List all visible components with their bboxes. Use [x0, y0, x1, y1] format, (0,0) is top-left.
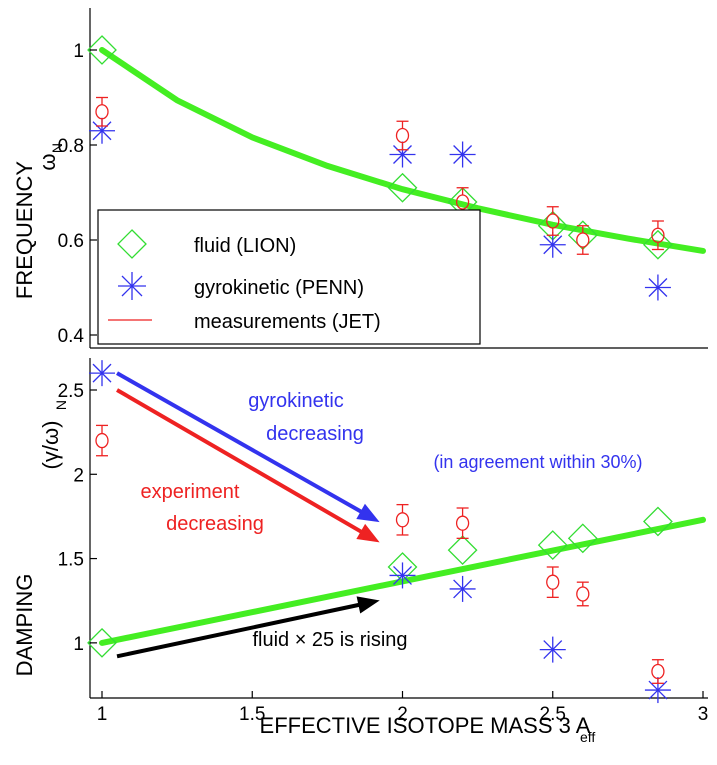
annotation-experiment-line1: experiment	[141, 481, 240, 503]
top-fit-curve	[99, 47, 706, 254]
top-gyrokinetic-point	[449, 141, 476, 168]
bottom-arrows	[116, 371, 380, 659]
bottom-gyrokinetic-point	[389, 562, 416, 589]
xlabel-sub: eff	[580, 729, 595, 745]
bottom-ytick-label: 1.5	[58, 550, 84, 571]
top-fluid-point	[87, 35, 117, 65]
legend-box	[97, 209, 481, 345]
annotation-arrowhead	[356, 523, 380, 543]
bottom-measurement-point	[651, 659, 665, 684]
bottom-x-ticks: 1 1.5 2 2.5 3	[97, 691, 709, 725]
bottom-measurement-point	[95, 424, 109, 457]
bottom-fluid-point	[87, 627, 117, 658]
legend-label-measurements: measurements (JET)	[194, 311, 381, 333]
top-ytick-label: 0.8	[58, 136, 84, 157]
top-ytick-label: 1	[73, 41, 84, 62]
top-measurement-point	[546, 206, 560, 236]
legend-diamond-icon	[117, 229, 147, 259]
bottom-fluid-point	[567, 523, 598, 554]
bottom-measurement-point	[546, 566, 560, 598]
bottom-gyrokinetic-point	[449, 575, 476, 602]
bottom-ylabel-index: N	[53, 400, 69, 410]
bottom-fluid-point	[447, 535, 478, 566]
bottom-measurement-point	[455, 507, 470, 539]
bottom-ylabel-main: DAMPING	[12, 574, 37, 677]
top-gyrokinetic-point	[539, 231, 566, 258]
top-ylabel-main: FREQUENCY	[12, 161, 37, 299]
bottom-ytick-label: 2	[73, 465, 84, 486]
bottom-ytick-label: 1	[73, 634, 84, 655]
bottom-measurement-point	[395, 503, 410, 536]
top-ylabel-index: N	[49, 143, 65, 153]
bottom-xtick-label: 2	[397, 704, 408, 725]
annotation-arrow	[116, 388, 380, 543]
bottom-gyrokinetic-point	[89, 360, 115, 387]
bottom-xtick-label: 2.5	[540, 704, 566, 725]
top-ytick-label: 0.4	[58, 326, 85, 347]
top-measurement-point	[395, 120, 410, 151]
annotation-arrowhead	[356, 503, 380, 523]
top-fluid-point	[643, 229, 673, 260]
annotation-gyrokinetic-line1: gyrokinetic	[248, 390, 344, 412]
annotation-experiment-line2: decreasing	[166, 513, 264, 535]
bottom-ylabel-sub: (γ/ω)	[38, 421, 63, 470]
bottom-gyrokinetic-point	[539, 636, 566, 663]
bottom-xtick-label: 3	[698, 704, 709, 725]
legend-label-fluid: fluid (LION)	[194, 235, 296, 257]
annotation-fluid-rising: fluid × 25 is rising	[252, 629, 407, 651]
top-ytick-label: 0.6	[58, 231, 84, 252]
bottom-data-points	[87, 360, 673, 704]
annotation-arrowhead	[356, 596, 380, 614]
legend: fluid (LION) gyrokinetic (PENN) measurem…	[97, 209, 481, 345]
bottom-xtick-label: 1.5	[239, 704, 265, 725]
top-y-ticks: 0.4 0.6 0.8 1	[58, 41, 97, 347]
legend-star-icon	[118, 272, 146, 300]
legend-label-gyrokinetic: gyrokinetic (PENN)	[194, 277, 364, 299]
xlabel-main: EFFECTIVE ISOTOPE MASS 3 A	[260, 713, 591, 738]
top-measurement-point	[95, 96, 109, 127]
top-gyrokinetic-point	[644, 274, 671, 301]
top-measurement-point	[576, 225, 590, 255]
annotation-arrow	[116, 371, 380, 523]
bottom-ytick-label: 2.5	[58, 381, 84, 402]
bottom-fluid-point	[537, 530, 568, 561]
bottom-fluid-point	[643, 506, 673, 537]
top-measurement-point	[651, 220, 665, 251]
annotation-arrow	[116, 596, 380, 659]
top-fit-path	[99, 47, 706, 254]
annotation-gyrokinetic-line2: decreasing	[266, 423, 364, 445]
bottom-xtick-label: 1	[97, 704, 108, 725]
bottom-y-ticks: 1 1.5 2 2.5	[58, 381, 97, 655]
top-fluid-point	[387, 172, 418, 203]
bottom-measurement-point	[576, 581, 590, 607]
top-ylabel-symbol: ω	[35, 153, 60, 170]
annotation-agreement: (in agreement within 30%)	[433, 452, 642, 472]
